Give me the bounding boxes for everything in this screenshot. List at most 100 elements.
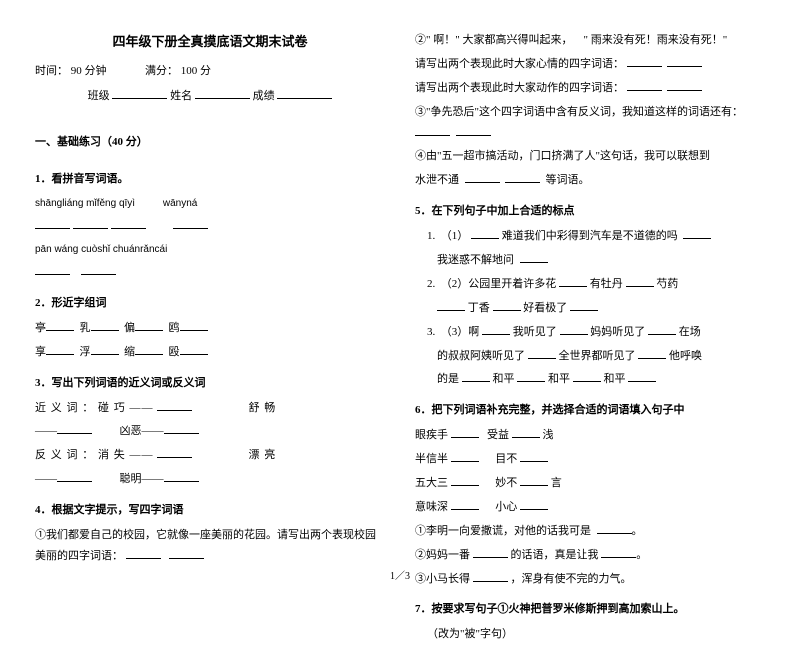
char: 享 [35,346,46,358]
blank [451,473,479,486]
word: 小心 [495,501,517,513]
word: 目不 [495,453,517,465]
word: 妙不 [495,477,517,489]
blank [451,497,479,510]
blank [46,342,74,355]
word: 聪明—— [120,473,164,485]
text: 好看极了 [523,302,567,314]
char: 乳 [80,322,91,334]
blank [520,250,548,263]
char: 缩 [124,346,135,358]
blank [180,342,208,355]
num: 3. [427,326,435,338]
word: 五大三 [415,477,448,489]
word: 言 [551,477,562,489]
q4-1: ①我们都爱自己的校园，它就像一座美丽的花园。请写出两个表现校园美丽的四字词语： [35,525,385,567]
text: " 雨来没有死！雨来没有死！" [583,34,727,46]
name-label: 姓名 [170,90,192,102]
text: 请写出两个表现此时大家心情的四字词语： [415,58,624,70]
q7-1: （改为"被"字句） [415,624,765,645]
text: ④由"五一超市搞活动，门口挤满了人"这句话，我可以联想到 [415,150,710,162]
word: 凶恶—— [120,425,164,437]
blank [560,322,588,335]
left-column: 四年级下册全真摸底语文期末试卷 时间： 90 分钟 满分： 100 分 班级 姓… [35,30,385,648]
char: 鸥 [169,322,180,334]
blank [482,322,510,335]
exam-title: 四年级下册全真摸底语文期末试卷 [35,30,385,55]
blank [505,170,540,183]
score-value: 100 分 [181,65,211,77]
q5: 5．在下列句子中加上合适的标点 [415,201,765,222]
blank [164,421,199,434]
blank [57,421,92,434]
blank [597,521,632,534]
blank [493,298,521,311]
text: 和平 [548,373,570,385]
score-label: 满分： [145,65,178,77]
text: 的是 [437,373,459,385]
blank [57,469,92,482]
blank [528,346,556,359]
q1-pinyin-2: pān wánɡ cuòshǐ chuánrǎncái [35,240,385,259]
char: 偏 [124,322,135,334]
word: 意味深 [415,501,448,513]
blank [473,545,508,558]
word: 漂 亮 [249,449,277,461]
name-blank [195,86,250,99]
char: 亭 [35,322,46,334]
word: 碰 巧 —— [98,402,154,414]
q2: 2．形近字组词 [35,293,385,314]
q4: 4．根据文字提示，写四字词语 [35,500,385,521]
blank [520,449,548,462]
blank [81,262,116,275]
blank [573,369,601,382]
text: 在场 [679,326,701,338]
blank [456,123,491,136]
blank [135,342,163,355]
text: 等词语。 [546,174,590,186]
text: 的叔叔阿姨听见了 [437,350,525,362]
text: 和平 [493,373,515,385]
text: 我听见了 [513,326,557,338]
q6: 6．把下列词语补充完整，并选择合适的词语填入句子中 [415,400,765,421]
meta-block: 时间： 90 分钟 满分： 100 分 班级 姓名 成绩 [35,61,385,107]
text: 丁香 [468,302,490,314]
q7: 7．按要求写句子①火神把普罗米修斯押到高加索山上。 [415,599,765,620]
word: 舒 畅 [249,402,277,414]
blank [512,425,540,438]
text: 水泄不通 [415,174,459,186]
blank [601,545,636,558]
blank [628,369,656,382]
pinyin-1a: shānɡliánɡ mǐfěnɡ qīyì [35,198,135,209]
blank [35,216,70,229]
text: 难道我们中彩得到汽车是不道德的吗 [502,230,678,242]
text: 的话语，真是让我 [511,549,599,561]
text: 妈妈听见了 [590,326,645,338]
blank [135,318,163,331]
blank [462,369,490,382]
char: 浮 [80,346,91,358]
text: ①李明一向爱撒谎，对他的话我可是 [415,525,591,537]
text: （2）公园里开着许多花 [441,278,557,290]
blank [35,262,70,275]
blank [683,226,711,239]
blank [157,445,192,458]
class-blank [112,86,167,99]
word: 消 失 —— [98,449,154,461]
blank [46,318,74,331]
time-value: 90 分钟 [71,65,107,77]
right-column: ②" 啊！" 大家都高兴得叫起来， " 雨来没有死！雨来没有死！" 请写出两个表… [415,30,765,648]
blank [627,78,662,91]
blank [164,469,199,482]
section-1: 一、基础练习（40 分） [35,132,385,153]
label: 近 义 词 ： [35,402,94,414]
blank [559,274,587,287]
blank [465,170,500,183]
time-label: 时间： [35,65,68,77]
text: 和平 [604,373,626,385]
text: ①我们都爱自己的校园，它就像一座美丽的花园。请写出两个表现校园美丽的四字词语： [35,529,376,562]
blank [667,54,702,67]
word: 眼疾手 [415,429,448,441]
blank [126,546,161,559]
text: 芍药 [656,278,678,290]
